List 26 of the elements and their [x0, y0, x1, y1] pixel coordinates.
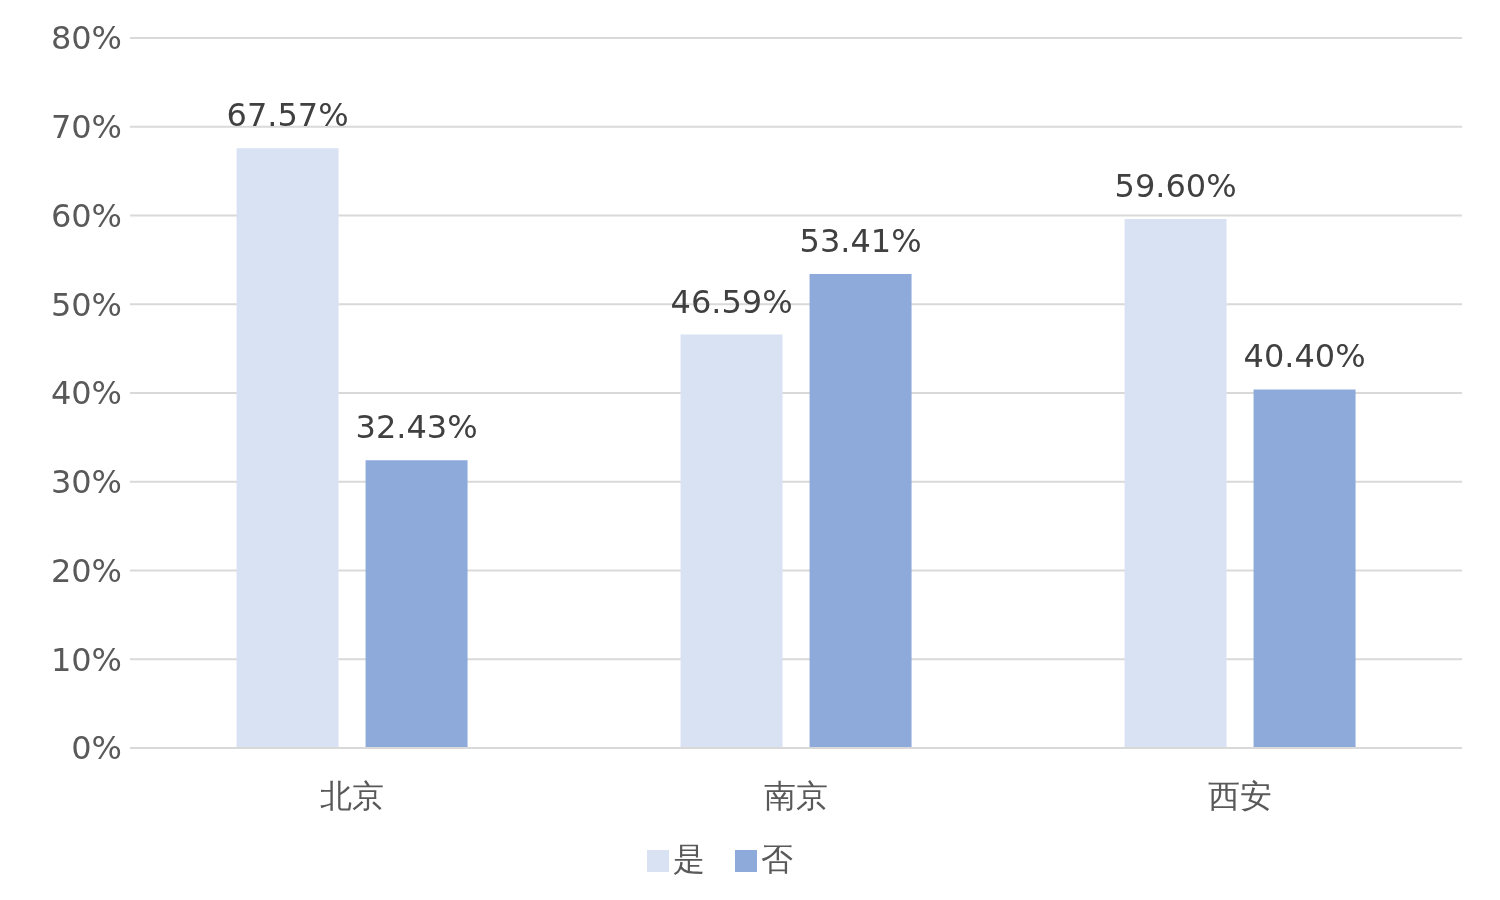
- x-tick-label: 北京: [320, 776, 384, 815]
- y-tick-label: 0%: [71, 729, 122, 768]
- bar: [680, 334, 783, 748]
- legend-label: 否: [761, 840, 793, 878]
- y-tick-label: 40%: [50, 374, 122, 413]
- y-tick-label: 60%: [50, 196, 122, 235]
- y-tick-label: 80%: [50, 19, 122, 58]
- x-tick-label: 南京: [764, 776, 828, 815]
- data-label: 32.43%: [355, 408, 478, 447]
- y-tick-label: 30%: [50, 463, 122, 502]
- bar: [1124, 219, 1227, 748]
- bar: [236, 148, 339, 748]
- data-label: 53.41%: [799, 221, 922, 260]
- y-tick-label: 50%: [50, 285, 122, 324]
- x-tick-label: 西安: [1208, 776, 1272, 815]
- data-label: 67.57%: [226, 96, 349, 135]
- bar: [809, 273, 912, 748]
- y-tick-label: 10%: [50, 640, 122, 679]
- data-label: 46.59%: [670, 282, 793, 321]
- y-tick-label: 70%: [50, 108, 122, 147]
- legend-label: 是: [673, 840, 705, 878]
- bar: [1253, 389, 1356, 748]
- bar: [365, 460, 468, 748]
- data-label: 40.40%: [1243, 337, 1366, 376]
- data-label: 59.60%: [1114, 167, 1237, 206]
- y-tick-label: 20%: [50, 551, 122, 590]
